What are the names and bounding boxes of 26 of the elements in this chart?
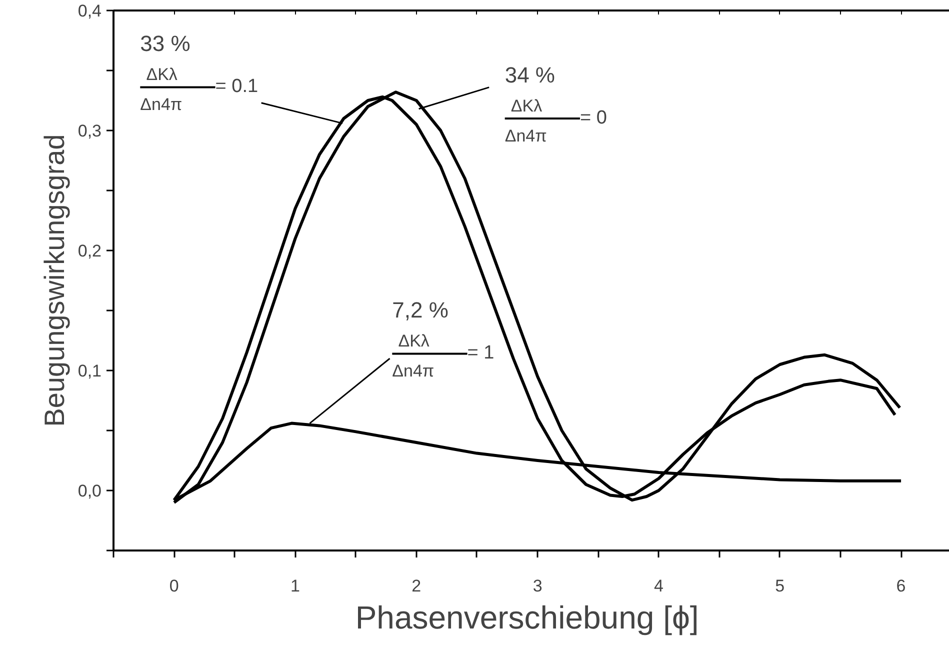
annotation: 7,2 % xyxy=(392,298,448,322)
x-tick-label: 3 xyxy=(532,576,542,596)
x-axis-title: Phasenverschiebung [ϕ] xyxy=(355,600,699,636)
annotation: = 0 xyxy=(580,107,607,128)
annotation: = 0.1 xyxy=(215,76,258,98)
annotation: 33 % xyxy=(140,31,190,56)
annotation: Δn4π xyxy=(504,126,547,146)
x-tick-label: 4 xyxy=(654,576,664,596)
x-tick-label: 5 xyxy=(775,576,785,596)
annotation: ΔKλ xyxy=(398,332,430,350)
x-tick-label: 6 xyxy=(896,576,906,596)
annotation: = 1 xyxy=(467,342,494,364)
x-tick-label: 0 xyxy=(169,576,179,596)
annotation: ΔKλ xyxy=(510,96,543,116)
annotation: Δn4π xyxy=(140,95,182,114)
x-tick-label: 2 xyxy=(412,576,422,596)
annotation: 34 % xyxy=(504,62,555,88)
y-tick-label: 0,4 xyxy=(78,2,102,20)
annotation: ΔKλ xyxy=(146,65,178,84)
y-tick-label: 0,1 xyxy=(78,362,102,380)
y-tick-label: 0,0 xyxy=(78,482,102,500)
y-tick-label: 0,3 xyxy=(78,122,102,140)
annotation: Δn4π xyxy=(392,362,434,380)
y-tick-label: 0,2 xyxy=(78,242,102,260)
y-axis-title: Beugungswirkungsgrad xyxy=(38,134,70,427)
x-tick-label: 1 xyxy=(290,576,300,596)
